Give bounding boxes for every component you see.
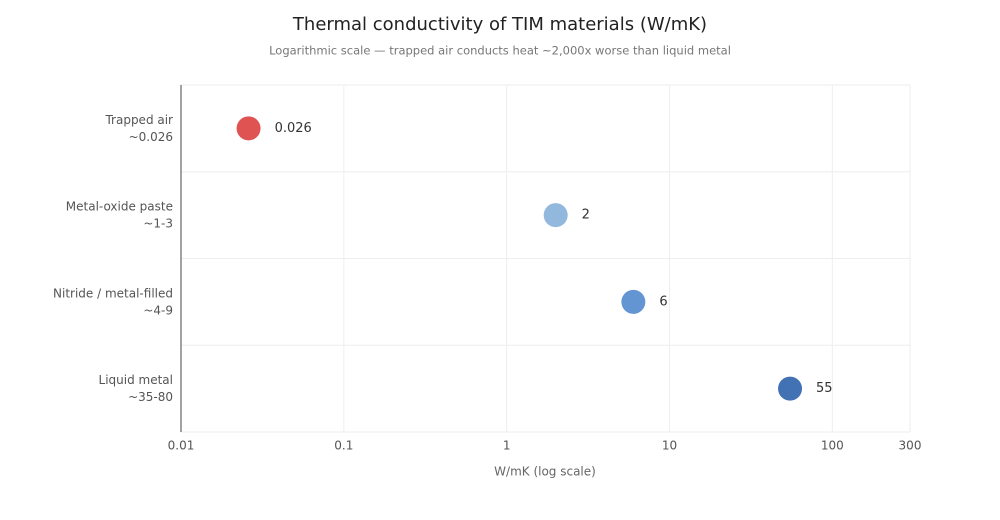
chart-title: Thermal conductivity of TIM materials (W… [292,14,707,35]
x-tick-label: 1 [503,439,511,453]
x-axis-label: W/mK (log scale) [494,465,596,479]
value-label: 6 [659,294,667,309]
value-label: 0.026 [275,121,312,136]
x-tick-label: 0.1 [334,439,353,453]
y-tick-label: Trapped air [104,113,173,127]
dot [543,203,568,228]
dot [621,289,646,314]
x-tick-label: 100 [821,439,844,453]
y-tick-label: Metal-oxide paste [66,200,173,214]
dot [778,376,803,401]
value-label: 2 [582,208,590,223]
value-label: 55 [816,381,833,396]
y-tick-sublabel: ~35-80 [128,390,173,404]
y-tick-sublabel: ~1-3 [143,217,173,231]
dot [236,116,261,141]
y-tick-label: Nitride / metal-filled [53,286,173,300]
x-tick-label: 0.01 [168,439,195,453]
x-tick-label: 10 [662,439,677,453]
y-tick-label: Liquid metal [99,373,173,387]
x-tick-label: 300 [899,439,922,453]
y-tick-sublabel: ~4-9 [143,303,173,317]
chart-subtitle: Logarithmic scale — trapped air conducts… [269,44,731,58]
y-tick-sublabel: ~0.026 [129,130,173,144]
